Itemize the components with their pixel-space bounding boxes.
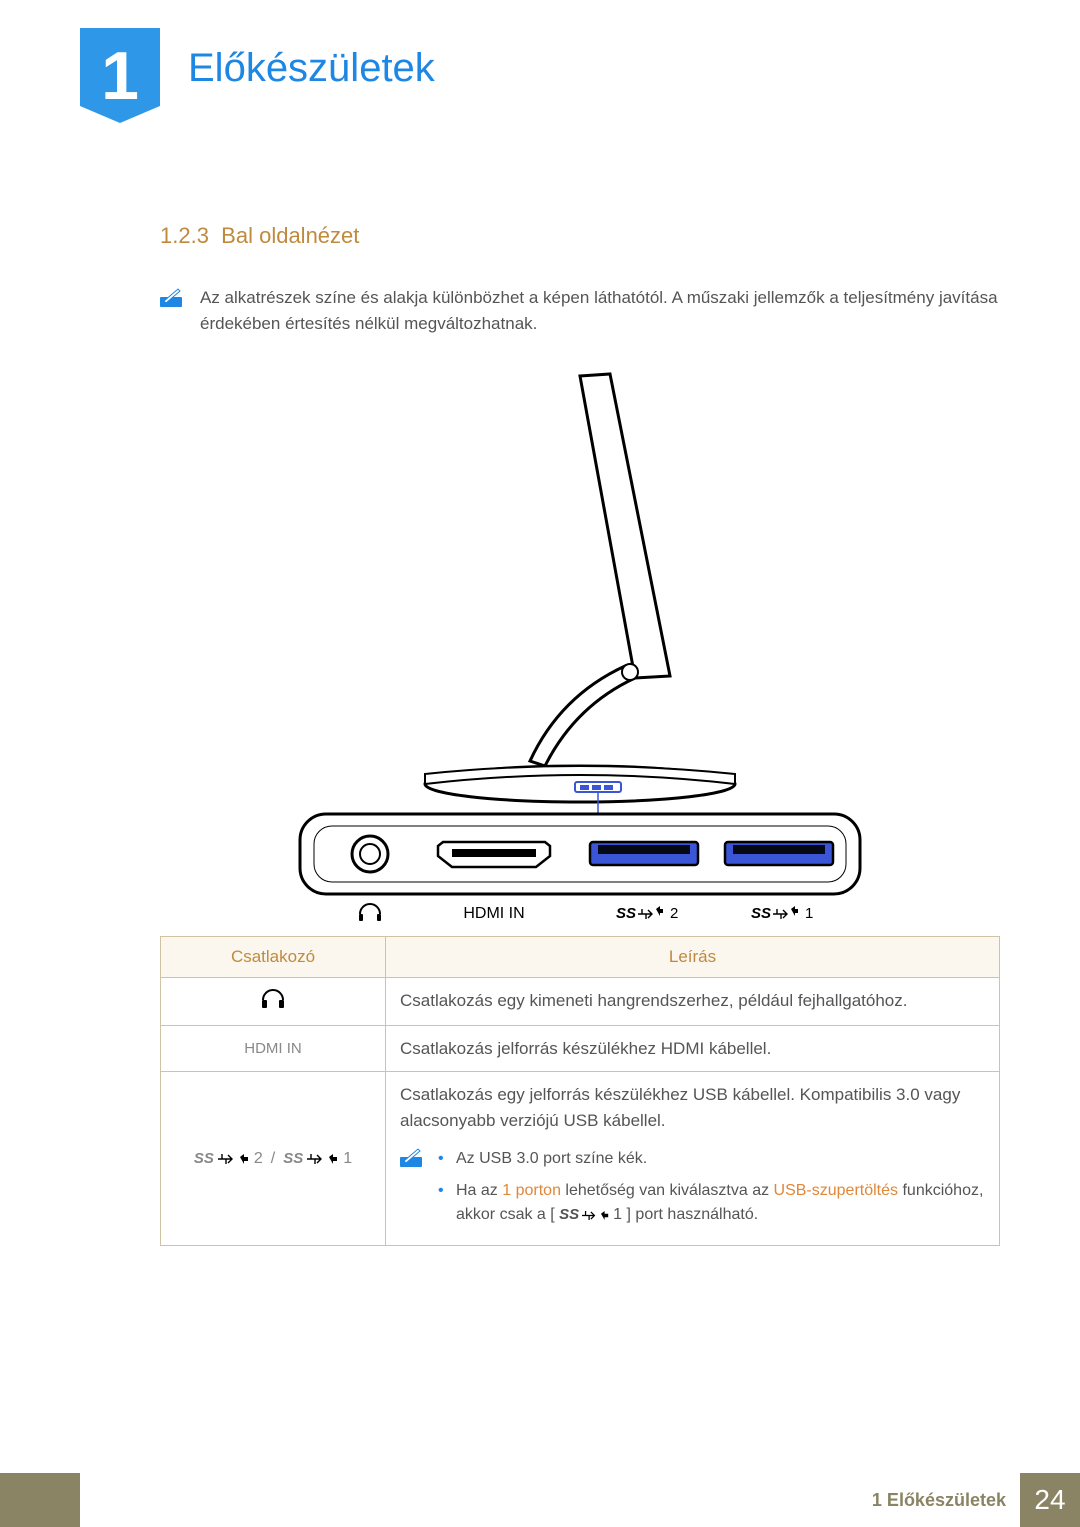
- svg-text:1: 1: [805, 905, 813, 922]
- note-text: Az alkatrészek színe és alakja különbözh…: [200, 285, 1000, 338]
- desc-hdmi: Csatlakozás jelforrás készülékhez HDMI k…: [386, 1025, 1000, 1072]
- info-pencil-icon: [160, 287, 182, 338]
- connector-table: Csatlakozó Leírás Csatlakozás egy kimene…: [160, 936, 1000, 1247]
- footer-accent-strip: [0, 1473, 80, 1527]
- table-row: Csatlakozás egy kimeneti hangrendszerhez…: [161, 977, 1000, 1025]
- svg-text:2: 2: [670, 905, 678, 922]
- section-heading: 1.2.3 Bal oldalnézet: [160, 223, 1000, 249]
- desc-headphone: Csatlakozás egy kimeneti hangrendszerhez…: [386, 977, 1000, 1025]
- chapter-number: 1: [101, 37, 139, 115]
- desc-usb: Csatlakozás egy jelforrás készülékhez US…: [386, 1072, 1000, 1246]
- section-number: 1.2.3: [160, 223, 209, 248]
- diagram-label-hdmi: HDMI IN: [463, 905, 524, 922]
- footer-chapter-label: 1 Előkészületek: [872, 1490, 1006, 1511]
- info-pencil-icon: [400, 1147, 422, 1175]
- usb-note-2: Ha az 1 porton lehetőség van kiválasztva…: [438, 1179, 985, 1227]
- connector-headphone-icon: [161, 977, 386, 1025]
- table-col-connector: Csatlakozó: [161, 936, 386, 977]
- page: 1 Előkészületek 1.2.3 Bal oldalnézet Az …: [0, 0, 1080, 1527]
- content-area: 1.2.3 Bal oldalnézet Az alkatrészek szín…: [160, 223, 1000, 1246]
- note-block: Az alkatrészek színe és alakja különbözh…: [160, 285, 1000, 338]
- usb-note-1: Az USB 3.0 port színe kék.: [438, 1147, 985, 1171]
- chapter-header: 1 Előkészületek: [80, 28, 1000, 123]
- connector-usb-label: SS 2 / SS 1: [161, 1072, 386, 1246]
- table-row: SS 2 / SS 1 Csatlakozás egy jelforrás: [161, 1072, 1000, 1246]
- section-title: Bal oldalnézet: [221, 223, 359, 248]
- connector-hdmi-label: HDMI IN: [161, 1025, 386, 1072]
- side-view-diagram: HDMI IN SS 2 SS: [160, 366, 1000, 926]
- svg-text:SS: SS: [751, 905, 771, 922]
- table-row: HDMI IN Csatlakozás jelforrás készülékhe…: [161, 1025, 1000, 1072]
- chapter-title: Előkészületek: [188, 46, 435, 91]
- svg-text:SS: SS: [616, 905, 636, 922]
- chapter-number-badge: 1: [80, 28, 160, 123]
- table-col-description: Leírás: [386, 936, 1000, 977]
- footer-page-number: 24: [1020, 1473, 1080, 1527]
- page-footer: 1 Előkészületek 24: [0, 1473, 1080, 1527]
